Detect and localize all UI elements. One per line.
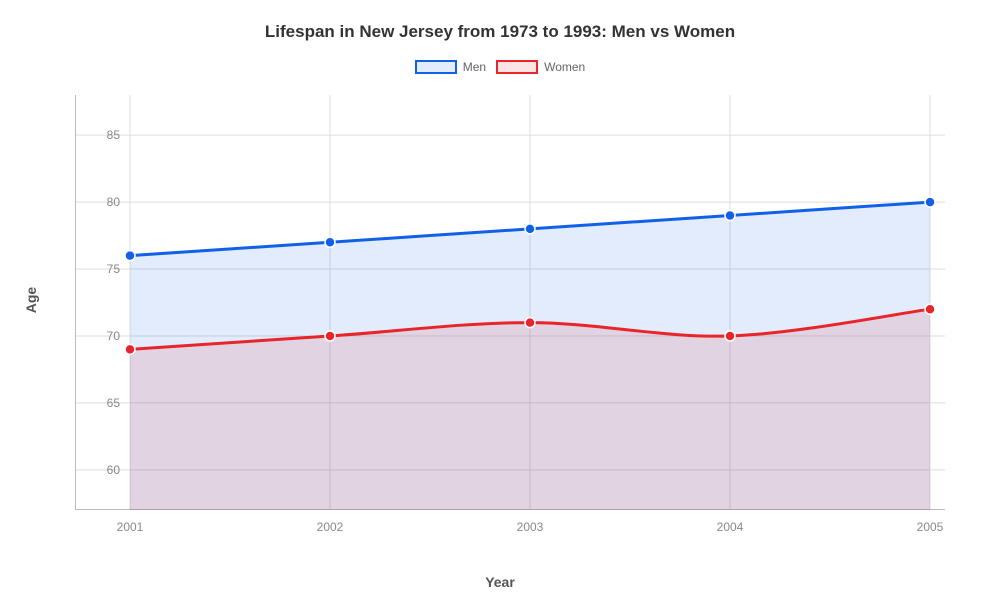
chart-title: Lifespan in New Jersey from 1973 to 1993…	[0, 22, 1000, 42]
y-tick-label: 75	[80, 262, 120, 276]
y-tick-label: 80	[80, 195, 120, 209]
x-tick-label: 2003	[517, 520, 544, 534]
legend-item-men[interactable]: Men	[415, 60, 486, 74]
x-tick-label: 2002	[317, 520, 344, 534]
legend-label-men: Men	[463, 60, 486, 74]
y-tick-label: 60	[80, 463, 120, 477]
legend-swatch-men	[415, 60, 457, 74]
x-axis-label: Year	[0, 574, 1000, 590]
y-tick-label: 65	[80, 396, 120, 410]
legend-item-women[interactable]: Women	[496, 60, 585, 74]
x-tick-label: 2005	[917, 520, 944, 534]
x-tick-label: 2001	[117, 520, 144, 534]
plot-svg	[75, 95, 945, 510]
legend-swatch-women	[496, 60, 538, 74]
y-tick-label: 85	[80, 128, 120, 142]
y-axis-label: Age	[23, 287, 39, 313]
chart-container: Lifespan in New Jersey from 1973 to 1993…	[0, 0, 1000, 600]
x-tick-label: 2004	[717, 520, 744, 534]
plot-area	[75, 95, 945, 510]
y-tick-label: 70	[80, 329, 120, 343]
legend: Men Women	[0, 60, 1000, 74]
legend-label-women: Women	[544, 60, 585, 74]
